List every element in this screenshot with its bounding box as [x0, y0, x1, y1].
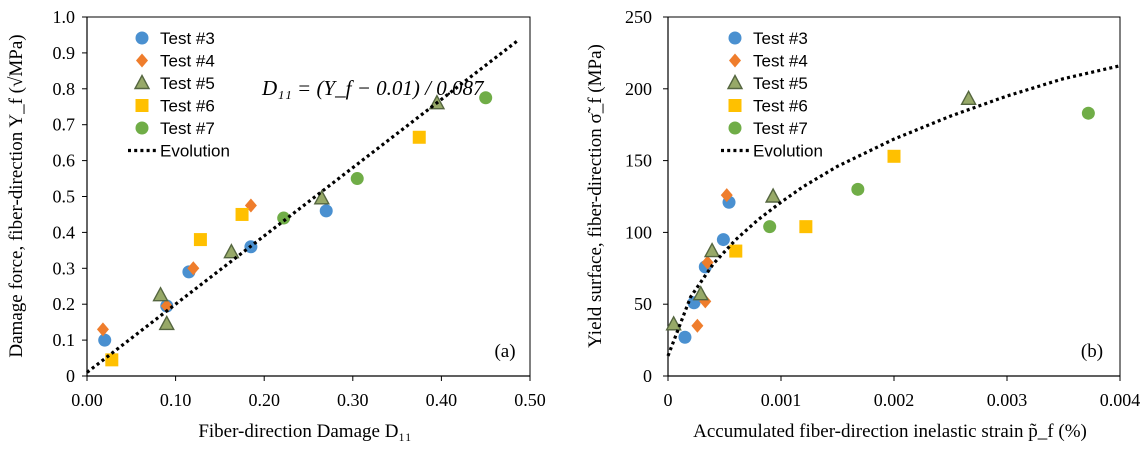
data-point-test-5	[223, 243, 240, 259]
y-tick-label: 0	[66, 366, 75, 386]
data-point-test-4	[96, 322, 109, 337]
y-tick-label: 0.1	[53, 330, 76, 350]
y-tick-label: 150	[625, 151, 652, 171]
y-tick-label: 0	[643, 366, 652, 386]
data-point-test-7	[277, 211, 291, 225]
y-tick-label: 0.5	[53, 187, 76, 207]
data-point-test-7	[479, 91, 493, 105]
y-tick-label: 0.3	[53, 258, 76, 278]
x-tick-label: 0.10	[160, 390, 192, 410]
y-tick-label: 0.4	[53, 222, 76, 242]
legend: Test #3 Test #4 Test #5 Test #6 Test #7 Evolu…	[128, 29, 230, 161]
y-tick-label: 0.9	[53, 43, 76, 63]
legend-swatch-test-5	[133, 74, 151, 90]
x-tick-label: 0.20	[248, 390, 280, 410]
x-tick-label: 0.30	[337, 390, 369, 410]
data-point-test-5	[152, 286, 169, 302]
x-tick-label: 0.001	[761, 390, 802, 410]
data-point-test-6	[235, 207, 249, 221]
data-point-test-4	[160, 298, 173, 313]
legend-swatch-test-6	[728, 99, 742, 112]
legend-label: Test #4	[160, 52, 215, 71]
data-point-test-4	[720, 188, 733, 203]
data-point-test-5	[960, 89, 977, 106]
data-point-test-5	[764, 187, 782, 203]
data-point-test-3	[716, 233, 730, 247]
legend-swatch-test-3	[728, 31, 742, 45]
x-tick-label: 0.40	[426, 390, 458, 410]
y-axis-label: Damage force, fiber-direction Y_f (√MPa)	[6, 34, 27, 357]
data-point-test-5	[158, 314, 175, 331]
y-tick-label: 250	[625, 7, 652, 27]
panel-label: (a)	[494, 341, 515, 362]
data-point-test-7	[1081, 106, 1095, 120]
x-tick-label: 0.004	[1100, 390, 1141, 410]
x-axis-label: Fiber-direction Damage D₁₁	[198, 421, 411, 442]
y-axis-label: Yield surface, fiber-direction σ̃_f (MPa…	[585, 44, 606, 348]
legend-label: Test #7	[753, 119, 808, 138]
legend-swatch-test-4	[136, 53, 148, 68]
data-point-test-3	[319, 204, 333, 218]
legend-swatch-test-4	[729, 53, 741, 68]
y-tick-label: 0.7	[53, 115, 76, 135]
y-tick-label: 1.0	[53, 7, 76, 27]
legend-label: Test #6	[753, 97, 808, 116]
legend-swatch-test-7	[728, 121, 742, 135]
legend-swatch-test-5	[726, 74, 744, 90]
y-tick-label: 0.6	[53, 151, 76, 171]
data-point-test-3	[678, 330, 692, 344]
legend-label: Evolution	[753, 142, 823, 161]
data-point-test-6	[799, 220, 813, 234]
panel-label: (b)	[1081, 341, 1103, 362]
legend-label: Test #3	[160, 29, 215, 48]
data-point-test-5	[703, 242, 721, 258]
legend-label: Evolution	[160, 142, 230, 161]
legend-label: Test #7	[160, 119, 215, 138]
legend: Test #3 Test #4 Test #5 Test #6 Test #7 Evolu…	[721, 29, 823, 161]
y-tick-label: 200	[625, 79, 652, 99]
panel-b: 0 50 100 150 200 250 0 0.001 0.002 0.003 0.004 Accu…	[585, 7, 1140, 442]
data-point-test-4	[691, 318, 704, 333]
data-point-test-6	[193, 233, 207, 247]
data-point-test-4	[187, 261, 200, 276]
legend-label: Test #6	[160, 97, 215, 116]
data-point-test-7	[350, 172, 364, 186]
data-point-test-6	[729, 244, 743, 258]
legend-swatch-test-7	[135, 121, 149, 135]
y-tick-label: 100	[625, 222, 652, 242]
legend-label: Test #4	[753, 52, 808, 71]
data-point-test-3	[98, 333, 112, 347]
x-axis-label: Accumulated fiber-direction inelastic st…	[693, 421, 1087, 442]
panel-a: 0 0.1 0.2 0.3 0.4 0.5 0.6 0.7 0.8 0.9 1.0 0.00 0.10 0…	[6, 7, 546, 442]
x-tick-label: 0.50	[514, 390, 546, 410]
x-tick-label: 0.00	[71, 390, 103, 410]
equation-annotation: D₁₁ = (Y_f − 0.01) / 0.087	[261, 76, 485, 100]
data-point-test-7	[851, 182, 865, 196]
plot-frame	[667, 16, 1121, 377]
data-point-test-7	[763, 220, 777, 234]
legend-label: Test #5	[160, 74, 215, 93]
legend-label: Test #3	[753, 29, 808, 48]
y-tick-label: 0.2	[53, 294, 76, 314]
data-point-test-6	[412, 130, 426, 144]
data-point-test-5	[692, 285, 709, 301]
data-point-test-5	[665, 315, 682, 331]
x-tick-label: 0.002	[874, 390, 915, 410]
data-point-test-5	[313, 189, 330, 205]
legend-swatch-test-3	[135, 31, 149, 45]
x-tick-label: 0.003	[987, 390, 1028, 410]
x-tick-label: 0	[664, 390, 673, 410]
data-point-test-6	[887, 149, 901, 163]
y-tick-label: 0.8	[53, 79, 76, 99]
legend-swatch-test-6	[135, 99, 149, 112]
legend-label: Test #5	[753, 74, 808, 93]
y-tick-label: 50	[634, 294, 652, 314]
